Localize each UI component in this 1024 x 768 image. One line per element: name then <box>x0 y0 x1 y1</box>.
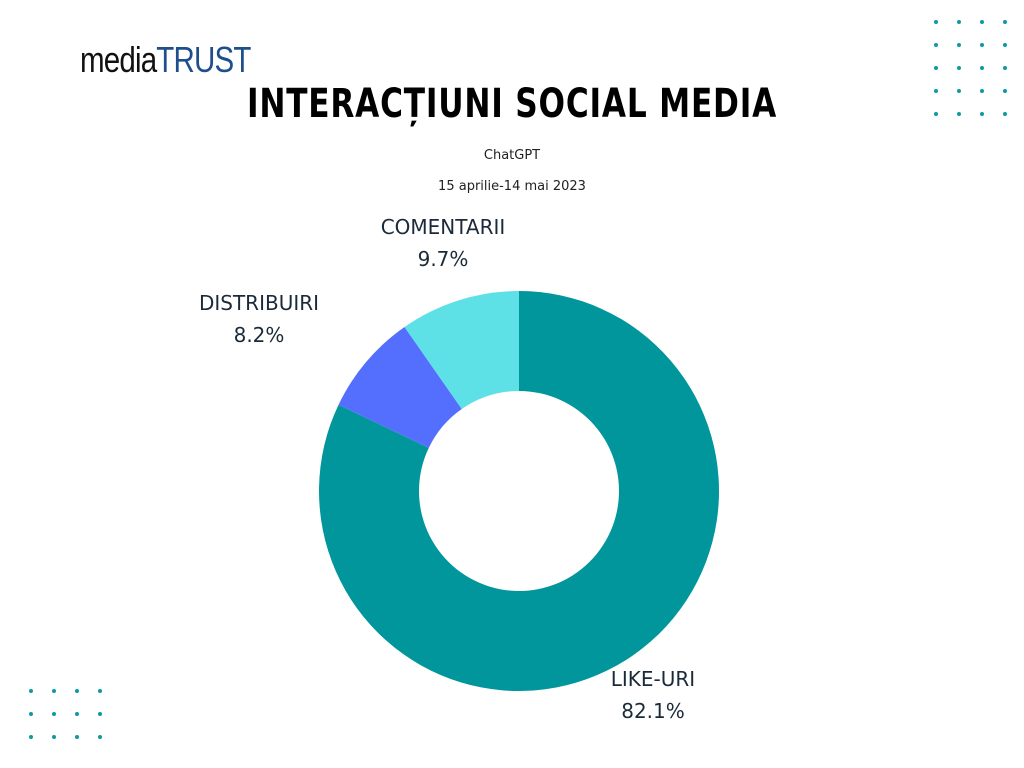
decorative-dot <box>957 66 961 70</box>
decorative-dot <box>980 66 984 70</box>
decorative-dot <box>1003 66 1007 70</box>
decorative-dot <box>1003 89 1007 93</box>
decorative-dot <box>29 689 33 693</box>
donut-slice-like-uri <box>319 291 719 691</box>
decorative-dot <box>29 735 33 739</box>
page-subtitle: ChatGPT <box>483 148 541 163</box>
decorative-dot <box>52 735 56 739</box>
decorative-dot <box>957 20 961 24</box>
decorative-dot <box>52 712 56 716</box>
decorative-dot <box>957 112 961 116</box>
donut-slice-comentarii <box>404 291 519 410</box>
decorative-dot <box>934 66 938 70</box>
period-label: 15 aprilie-14 mai 2023 <box>438 179 586 194</box>
decorative-dot <box>98 689 102 693</box>
logo-text-media: media <box>80 39 157 80</box>
decorative-dot <box>98 712 102 716</box>
page-title: INTERACȚIUNI SOCIAL MEDIA <box>246 81 778 127</box>
decorative-dot <box>934 112 938 116</box>
decorative-dot <box>980 89 984 93</box>
decorative-dot <box>1003 112 1007 116</box>
decorative-dot-grid-bottom-left <box>29 689 102 739</box>
decorative-dot <box>980 43 984 47</box>
decorative-dot <box>957 43 961 47</box>
decorative-dot <box>1003 43 1007 47</box>
decorative-dot <box>52 689 56 693</box>
slice-value-like-uri: 82.1% <box>621 699 685 723</box>
decorative-dot <box>75 689 79 693</box>
slice-label-comentarii: COMENTARII <box>381 215 506 239</box>
decorative-dot <box>934 43 938 47</box>
decorative-dot <box>934 89 938 93</box>
decorative-dot <box>29 712 33 716</box>
slice-value-distribuiri: 8.2% <box>234 323 285 347</box>
decorative-dot <box>980 20 984 24</box>
decorative-dot <box>980 112 984 116</box>
donut-slice-distribuiri <box>338 327 462 448</box>
decorative-dot <box>75 712 79 716</box>
slice-label-like-uri: LIKE-URI <box>611 667 695 691</box>
decorative-dot <box>98 735 102 739</box>
decorative-dot <box>75 735 79 739</box>
decorative-dot <box>957 89 961 93</box>
decorative-dot <box>934 20 938 24</box>
slice-label-distribuiri: DISTRIBUIRI <box>199 291 319 315</box>
slice-value-comentarii: 9.7% <box>418 247 469 271</box>
decorative-dot <box>1003 20 1007 24</box>
logo-text-trust: TRUST <box>156 39 251 80</box>
decorative-dot-grid-top-right <box>934 20 1007 116</box>
media-trust-logo: mediaTRUST <box>80 38 251 82</box>
